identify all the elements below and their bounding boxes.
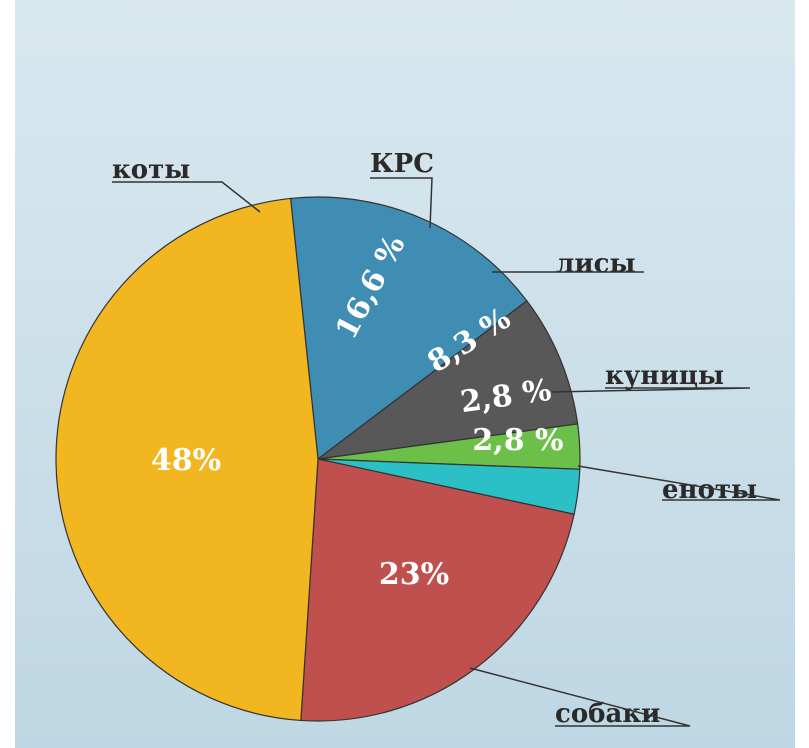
pie <box>56 197 580 721</box>
category-label: лисы <box>556 249 636 279</box>
value-label: 48% <box>151 443 221 478</box>
category-label: КРС <box>370 149 434 179</box>
page: {"chart_data": {"type": "pie", "categori… <box>0 0 809 748</box>
chart: КРС16,6 %лисы8,3 %куницы2,8 %еноты2,8 %с… <box>0 0 809 748</box>
value-label: 2,8 % <box>472 423 563 458</box>
value-label: 23% <box>379 557 449 592</box>
category-label: куницы <box>605 361 724 391</box>
category-label: коты <box>112 155 190 185</box>
